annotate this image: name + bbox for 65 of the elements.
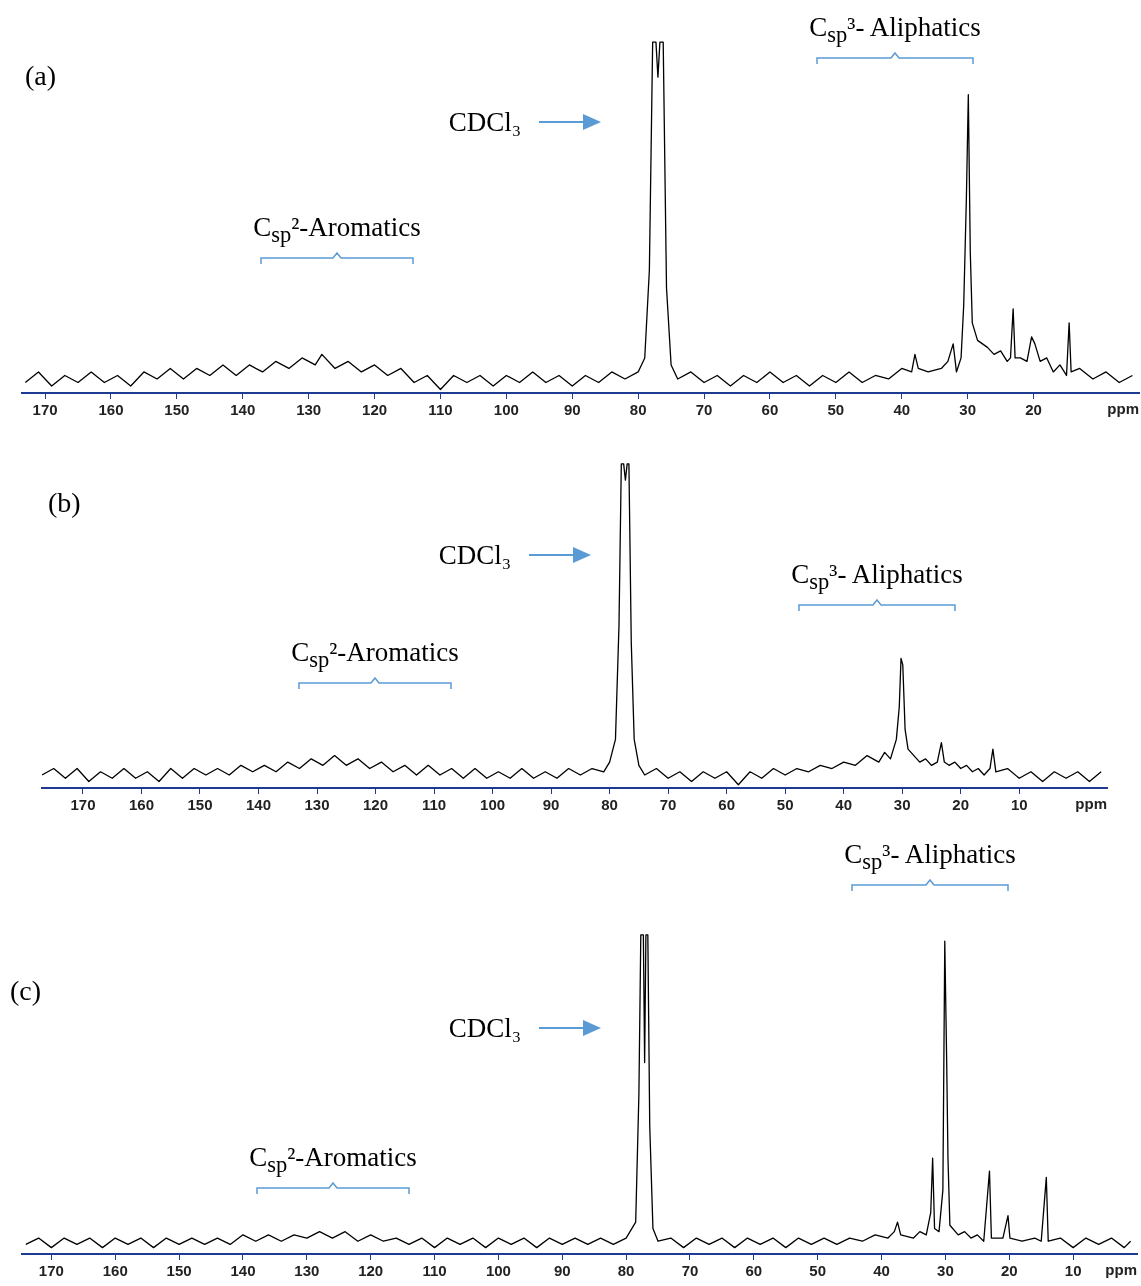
- x-tick-label: 80: [617, 1262, 635, 1280]
- x-tick-label: 110: [428, 401, 453, 419]
- x-tick-label: 140: [230, 401, 256, 419]
- annotation: C$_{sp}$³- Aliphatics: [809, 11, 981, 47]
- annotation: C$_{sp}$²-Aromatics: [291, 636, 459, 672]
- x-tick-label: 60: [745, 1262, 763, 1280]
- x-tick-label: 40: [893, 401, 911, 419]
- x-tick-label: 90: [563, 401, 581, 419]
- x-tick-label: 120: [363, 796, 389, 814]
- annotation: CDCl₃: [448, 106, 522, 137]
- x-tick-label: 170: [32, 401, 58, 419]
- x-tick-label: 110: [422, 1262, 447, 1280]
- x-tick-label: 70: [695, 401, 713, 419]
- text: (b): [48, 487, 81, 519]
- x-tick-label: 40: [873, 1262, 890, 1280]
- x-axis-title: ppm: [1105, 1260, 1137, 1278]
- x-axis-title: ppm: [1107, 399, 1139, 417]
- text: (a): [25, 60, 57, 92]
- x-tick-label: 10: [1064, 1262, 1082, 1280]
- x-tick-label: 50: [776, 796, 794, 814]
- annotation: C$_{sp}$³- Aliphatics: [791, 558, 963, 594]
- x-tick-label: 30: [959, 401, 976, 419]
- annotation: CDCl₃: [448, 1012, 522, 1043]
- x-tick-label: 60: [761, 401, 779, 419]
- x-tick-label: 160: [128, 796, 154, 814]
- x-tick-label: 140: [246, 796, 272, 814]
- x-tick-label: 100: [493, 401, 519, 419]
- x-tick-label: 40: [835, 796, 853, 814]
- x-axis-title: ppm: [1075, 794, 1107, 812]
- x-tick-label: 10: [1010, 796, 1028, 814]
- x-tick-label: 170: [38, 1262, 64, 1280]
- x-tick-label: 90: [542, 796, 560, 814]
- x-tick-label: 160: [102, 1262, 128, 1280]
- x-tick-label: 150: [187, 796, 213, 814]
- x-tick-label: 60: [718, 796, 735, 814]
- x-tick-label: 130: [294, 1262, 320, 1280]
- x-tick-label: 20: [1025, 401, 1042, 419]
- x-tick-label: 120: [358, 1262, 384, 1280]
- annotation: C$_{sp}$²-Aromatics: [249, 1141, 417, 1177]
- annotation: CDCl₃: [438, 539, 512, 570]
- x-tick-label: 20: [952, 796, 970, 814]
- x-tick-label: 50: [827, 401, 845, 419]
- x-tick-label: 160: [98, 401, 124, 419]
- annotation: C$_{sp}$²-Aromatics: [253, 211, 421, 247]
- x-tick-label: 50: [809, 1262, 827, 1280]
- x-tick-label: 70: [681, 1262, 699, 1280]
- x-tick-label: 110: [421, 796, 447, 814]
- x-tick-label: 20: [1000, 1262, 1018, 1280]
- x-tick-label: 100: [485, 1262, 511, 1280]
- x-tick-label: 70: [659, 796, 677, 814]
- x-tick-label: 140: [230, 1262, 256, 1280]
- x-tick-label: 90: [553, 1262, 571, 1280]
- x-tick-label: 30: [937, 1262, 954, 1280]
- x-tick-label: 130: [296, 401, 322, 419]
- x-tick-label: 80: [601, 796, 618, 814]
- x-tick-label: 120: [362, 401, 388, 419]
- x-tick-label: 100: [480, 796, 506, 814]
- x-tick-label: 130: [304, 796, 330, 814]
- x-tick-label: 80: [629, 401, 647, 419]
- x-tick-label: 30: [893, 796, 911, 814]
- text: C$_{sp}$³- Aliphatics: [844, 838, 1016, 874]
- text: (c): [10, 975, 42, 1007]
- x-tick-label: 150: [166, 1262, 192, 1280]
- x-tick-label: 150: [164, 401, 190, 419]
- x-tick-label: 170: [70, 796, 96, 814]
